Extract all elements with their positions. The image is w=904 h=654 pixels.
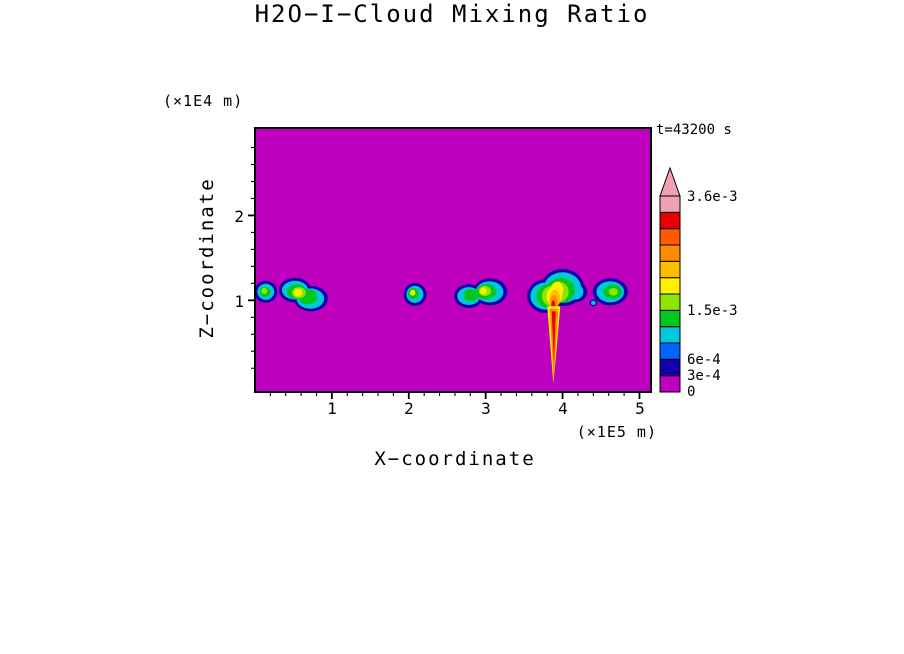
x-axis-units-label: (×1E5 m) xyxy=(576,423,657,441)
y-tick-label-1: 1 xyxy=(234,292,244,311)
colorbar-label-mid: 1.5e-3 xyxy=(687,303,738,319)
colorbar-label-low2: 6e-4 xyxy=(687,352,721,368)
x-tick-label-1: 1 xyxy=(327,399,337,418)
colorbar-label-max: 3.6e-3 xyxy=(687,189,738,205)
chart-title: H2O−I−Cloud Mixing Ratio xyxy=(254,0,650,28)
x-tick-label-2: 2 xyxy=(404,399,414,418)
x-tick-label-5: 5 xyxy=(635,399,645,418)
y-axis-units-label: (×1E4 m) xyxy=(163,92,244,110)
x-axis-title: X−coordinate xyxy=(374,448,536,470)
y-tick-label-2: 2 xyxy=(234,207,244,226)
y-axis-title: Z−coordinate xyxy=(196,177,218,339)
time-annotation: t=43200 s xyxy=(656,122,732,138)
colorbar-label-zero: 0 xyxy=(687,384,696,400)
x-tick-label-4: 4 xyxy=(558,399,568,418)
x-tick-label-3: 3 xyxy=(481,399,491,418)
colorbar-label-low1: 3e-4 xyxy=(687,368,721,384)
